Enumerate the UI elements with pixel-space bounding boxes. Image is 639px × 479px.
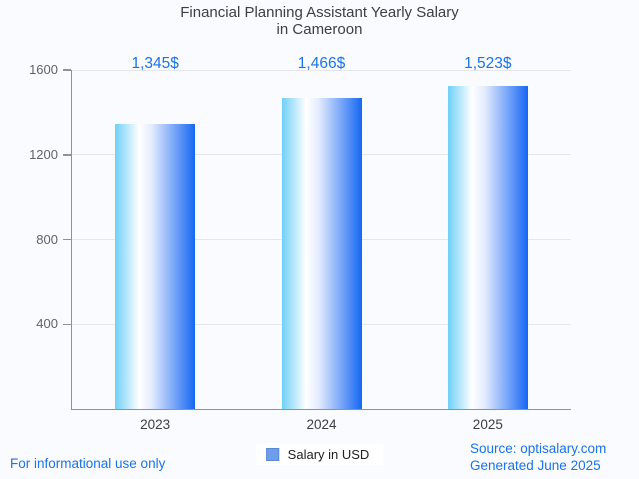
source-link[interactable]: Source: optisalary.com	[470, 441, 607, 456]
y-axis-tick-1200	[62, 154, 71, 156]
gridline-1600	[72, 69, 571, 71]
disclaimer-text: For informational use only	[10, 456, 166, 471]
x-axis-label-2024: 2024	[306, 417, 337, 432]
bar-2025[interactable]	[447, 86, 528, 409]
plot-area: 400 800 1200 1600 1,345$ 2023 1,466$ 2024 1,523$…	[29, 55, 571, 432]
bar-value-label-2023: 1,345$	[131, 55, 179, 72]
y-axis-tick-400	[62, 323, 71, 325]
y-axis-tick-1600	[62, 69, 71, 71]
legend-swatch-icon	[265, 448, 279, 461]
chart-title: Financial Planning Assistant Yearly Sala…	[0, 4, 639, 38]
y-axis-tick-800	[62, 238, 71, 241]
chart-title-line1: Financial Planning Assistant Yearly Sala…	[180, 4, 459, 21]
source-block: Source: optisalary.com Generated June 20…	[470, 440, 606, 474]
bar-value-label-2024: 1,466$	[297, 55, 346, 72]
chart-title-line2: in Cameroon	[276, 21, 363, 38]
legend[interactable]: Salary in USD	[255, 444, 384, 465]
y-axis-tick-label-1600: 1600	[29, 62, 58, 77]
y-axis-tick-label-800: 800	[36, 231, 58, 247]
y-axis-tick-label-400: 400	[36, 316, 58, 332]
x-axis-label-2023: 2023	[140, 417, 171, 432]
x-axis-label-2025: 2025	[472, 417, 503, 432]
bar-2023[interactable]	[115, 124, 196, 409]
y-axis-tick-label-1200: 1200	[29, 146, 58, 162]
bar-value-label-2025: 1,523$	[464, 55, 512, 72]
bar-2024[interactable]	[281, 98, 362, 409]
legend-label: Salary in USD	[287, 447, 370, 462]
generated-date: Generated June 2025	[470, 458, 601, 473]
